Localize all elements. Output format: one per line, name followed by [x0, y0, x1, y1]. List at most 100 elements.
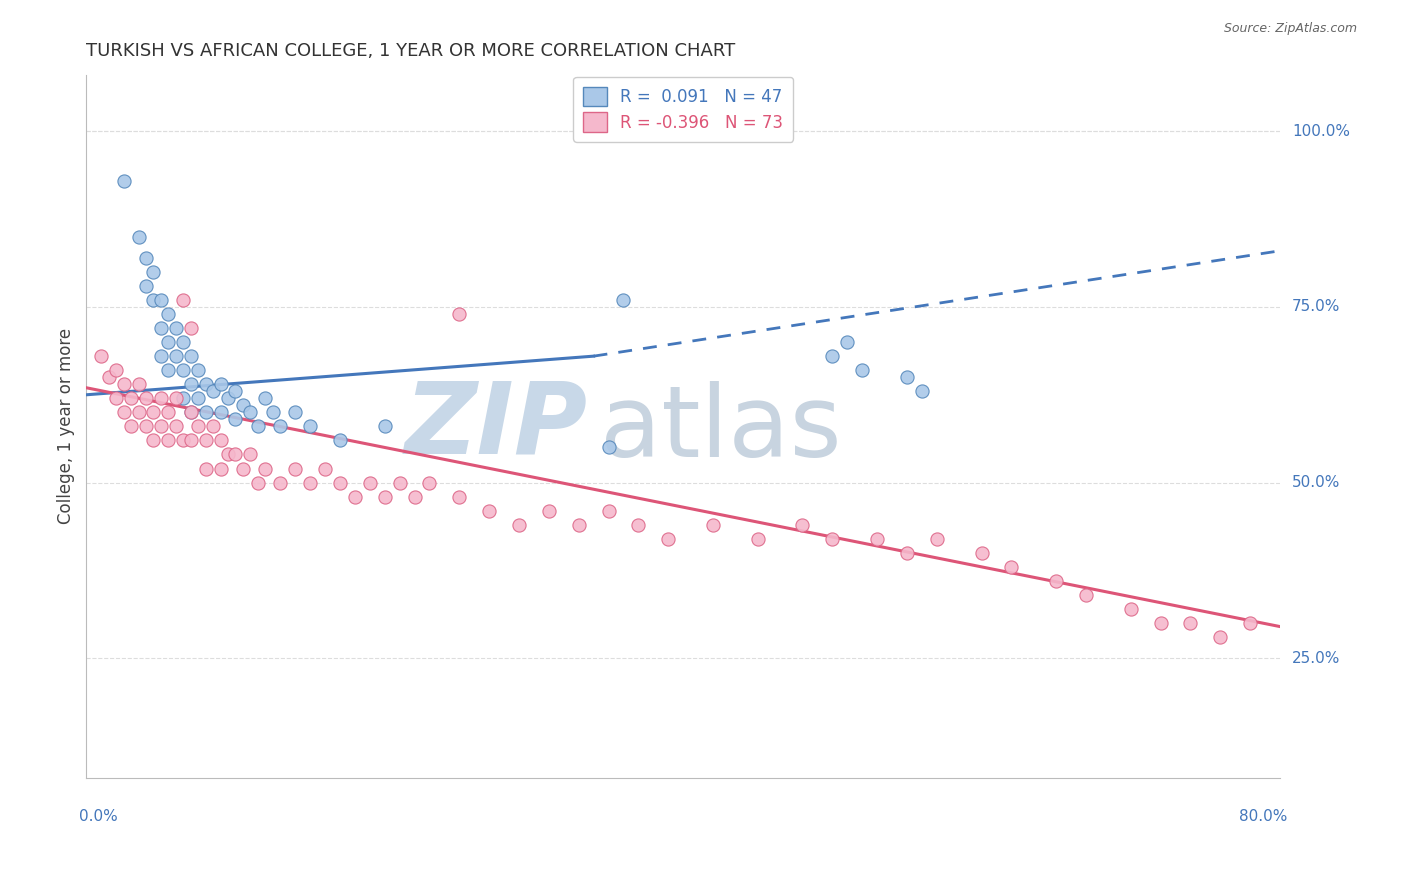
Point — [1074, 588, 1097, 602]
Text: ZIP: ZIP — [405, 378, 588, 475]
Point — [120, 392, 142, 406]
Point — [314, 461, 336, 475]
Point — [157, 335, 180, 350]
Point — [112, 377, 135, 392]
Point — [187, 419, 209, 434]
Point — [180, 349, 202, 363]
Point — [149, 392, 172, 406]
Point — [1180, 615, 1202, 630]
Point — [135, 392, 157, 406]
Point — [202, 384, 225, 399]
Point — [329, 434, 352, 448]
Point — [157, 405, 180, 419]
Point — [896, 370, 918, 384]
Point — [232, 461, 254, 475]
Point — [209, 377, 232, 392]
Point — [165, 349, 187, 363]
Point — [149, 321, 172, 335]
Point — [239, 448, 262, 462]
Point — [157, 434, 180, 448]
Point — [135, 279, 157, 293]
Point — [911, 384, 934, 399]
Point — [851, 363, 873, 377]
Point — [187, 363, 209, 377]
Point — [792, 517, 814, 532]
Text: 50.0%: 50.0% — [1292, 475, 1340, 490]
Point — [627, 517, 650, 532]
Point — [299, 475, 322, 490]
Point — [284, 461, 307, 475]
Point — [157, 363, 180, 377]
Point — [180, 321, 202, 335]
Point — [598, 441, 620, 455]
Point — [209, 434, 232, 448]
Text: 80.0%: 80.0% — [1239, 809, 1288, 824]
Point — [224, 412, 246, 426]
Point — [896, 546, 918, 560]
Point — [254, 461, 277, 475]
Point — [142, 405, 165, 419]
Point — [180, 377, 202, 392]
Point — [449, 490, 471, 504]
Point — [217, 392, 239, 406]
Point — [165, 321, 187, 335]
Point — [128, 229, 150, 244]
Point — [1000, 559, 1022, 574]
Point — [157, 307, 180, 321]
Point — [388, 475, 411, 490]
Point — [657, 532, 679, 546]
Point — [187, 392, 209, 406]
Point — [508, 517, 530, 532]
Point — [1149, 615, 1171, 630]
Point — [149, 349, 172, 363]
Point — [97, 370, 120, 384]
Point — [404, 490, 426, 504]
Point — [239, 405, 262, 419]
Point — [866, 532, 889, 546]
Point — [135, 251, 157, 265]
Point — [165, 419, 187, 434]
Point — [837, 335, 859, 350]
Text: 0.0%: 0.0% — [79, 809, 118, 824]
Point — [194, 461, 217, 475]
Point — [1045, 574, 1067, 588]
Point — [284, 405, 307, 419]
Point — [598, 504, 620, 518]
Point — [269, 475, 291, 490]
Point — [165, 392, 187, 406]
Point — [172, 434, 194, 448]
Point — [246, 419, 269, 434]
Point — [194, 405, 217, 419]
Point — [269, 419, 291, 434]
Point — [112, 405, 135, 419]
Point — [612, 293, 634, 307]
Point — [105, 392, 128, 406]
Point — [194, 377, 217, 392]
Point — [172, 293, 194, 307]
Point — [568, 517, 591, 532]
Point — [537, 504, 560, 518]
Point — [105, 363, 128, 377]
Point — [1119, 602, 1142, 616]
Point — [478, 504, 501, 518]
Point — [254, 392, 277, 406]
Point — [120, 419, 142, 434]
Point — [202, 419, 225, 434]
Point — [209, 461, 232, 475]
Point — [359, 475, 381, 490]
Point — [925, 532, 948, 546]
Point — [374, 490, 396, 504]
Point — [329, 475, 352, 490]
Text: TURKISH VS AFRICAN COLLEGE, 1 YEAR OR MORE CORRELATION CHART: TURKISH VS AFRICAN COLLEGE, 1 YEAR OR MO… — [86, 42, 735, 60]
Y-axis label: College, 1 year or more: College, 1 year or more — [58, 328, 75, 524]
Text: atlas: atlas — [599, 382, 841, 478]
Point — [747, 532, 769, 546]
Point — [209, 405, 232, 419]
Point — [246, 475, 269, 490]
Point — [1209, 630, 1232, 644]
Point — [418, 475, 440, 490]
Point — [343, 490, 366, 504]
Point — [180, 405, 202, 419]
Point — [821, 349, 844, 363]
Point — [1239, 615, 1261, 630]
